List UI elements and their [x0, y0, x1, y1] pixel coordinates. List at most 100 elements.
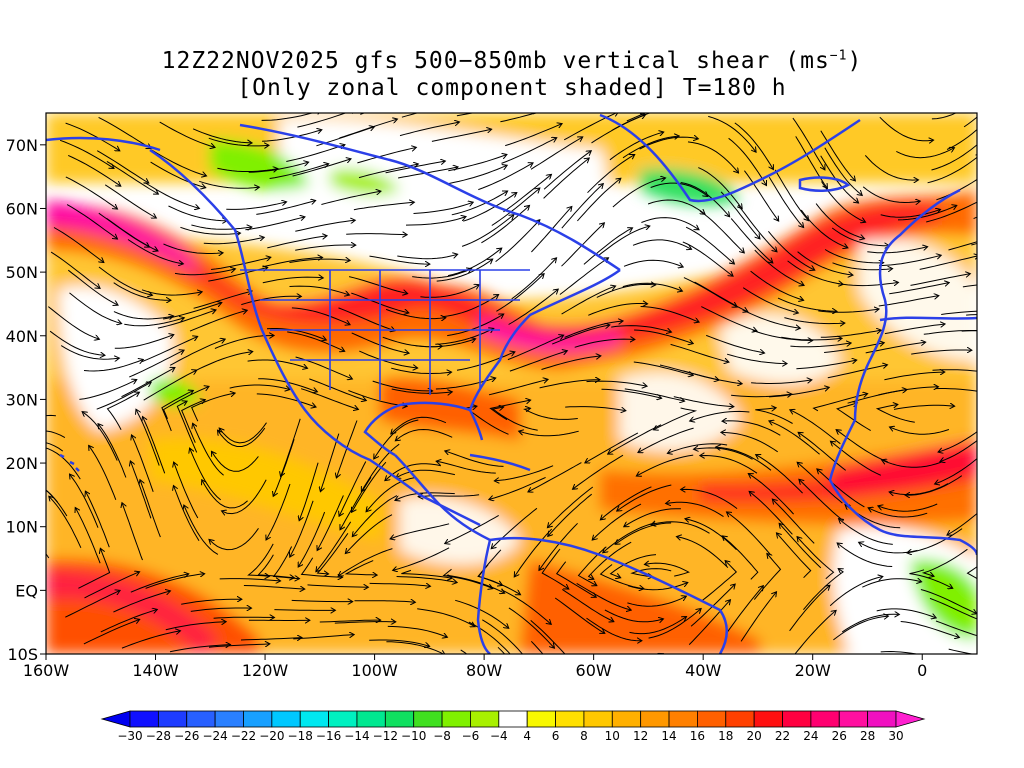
streamline [437, 461, 496, 474]
streamline [176, 402, 198, 453]
streamline [932, 369, 977, 372]
streamline [548, 486, 594, 527]
streamline [985, 169, 1024, 200]
streamline [338, 307, 395, 331]
colorbar-label: −30 [117, 729, 142, 743]
streamline [609, 132, 663, 161]
streamline [677, 537, 729, 568]
streamline [586, 617, 641, 641]
streamline [419, 495, 480, 497]
colorbar-swatch [214, 710, 244, 728]
colorbar-swatch [725, 710, 755, 728]
streamline [941, 440, 977, 461]
streamline [505, 124, 561, 147]
colorbar-label: 18 [718, 729, 733, 743]
colorbar-label: −28 [146, 729, 171, 743]
streamline [926, 200, 977, 223]
streamline [369, 255, 429, 264]
streamline [386, 463, 442, 480]
streamline [889, 283, 948, 295]
streamline [65, 591, 119, 618]
streamline [256, 201, 314, 215]
streamline [795, 136, 827, 187]
streamline [511, 259, 556, 300]
streamline [831, 442, 882, 476]
streamline [98, 116, 151, 148]
colorbar-swatch [243, 710, 273, 728]
streamline [507, 336, 563, 361]
streamline [132, 436, 154, 492]
streamline [446, 574, 504, 593]
streamline [509, 351, 567, 372]
streamline [193, 424, 224, 476]
lat-tick-label: 30N [6, 390, 38, 409]
lat-tick-label: 40N [6, 327, 38, 346]
streamline [744, 170, 778, 221]
streamline [777, 297, 836, 311]
streamline [300, 557, 342, 578]
streamline [292, 159, 351, 177]
streamline [686, 519, 737, 551]
streamline [348, 276, 407, 294]
streamline [495, 220, 540, 262]
title-prefix: 12Z22NOV2025 gfs 500−850mb vertical shea… [161, 48, 830, 74]
streamline [611, 325, 670, 332]
streamline [372, 380, 432, 391]
colorbar-label: 20 [747, 729, 762, 743]
streamline [267, 483, 291, 539]
streamline [353, 202, 414, 211]
streamline [354, 601, 415, 603]
streamline [596, 284, 655, 298]
streamline [46, 430, 66, 439]
streamline [190, 608, 251, 612]
streamline [997, 625, 1024, 637]
colorbar-swatch [299, 710, 329, 728]
streamline [50, 497, 82, 549]
title-superscript: −1 [829, 48, 848, 64]
streamline [491, 407, 538, 431]
streamline [561, 184, 603, 229]
streamline [491, 189, 539, 226]
chart-title-line-1: 12Z22NOV2025 gfs 500−850mb vertical shea… [0, 48, 1024, 74]
colorbar-label: 4 [523, 729, 531, 743]
streamline [883, 460, 942, 468]
streamline [880, 210, 940, 218]
streamline [634, 329, 692, 343]
streamline [122, 504, 143, 561]
streamline [532, 113, 538, 115]
streamline [477, 564, 520, 595]
streamline [163, 303, 221, 320]
streamline [387, 625, 447, 637]
lon-tick-label: 60W [576, 661, 612, 680]
streamline [832, 262, 892, 270]
streamline [641, 217, 698, 230]
streamline [750, 270, 803, 300]
streamline [481, 206, 528, 244]
streamline [503, 175, 550, 213]
lon-tick-label: 0 [917, 661, 927, 680]
streamline [728, 137, 766, 184]
streamline [124, 318, 183, 327]
streamline [860, 543, 918, 554]
streamline [482, 619, 524, 654]
colorbar-label: 28 [860, 729, 875, 743]
lat-tick-label: 20N [6, 454, 38, 473]
streamline [199, 180, 258, 188]
streamline [113, 591, 169, 613]
streamline [495, 465, 554, 481]
streamline [988, 101, 1024, 146]
streamline [396, 492, 455, 500]
streamline [508, 607, 554, 648]
streamline [973, 216, 977, 220]
streamline [86, 492, 110, 548]
streamline [881, 256, 940, 267]
streamline [740, 593, 776, 642]
streamline [555, 561, 596, 597]
streamline [520, 431, 579, 437]
coastlines [46, 113, 977, 654]
streamline [106, 160, 158, 193]
streamline [339, 548, 393, 576]
streamline [100, 610, 157, 633]
streamline [214, 336, 273, 349]
streamline [730, 218, 772, 263]
